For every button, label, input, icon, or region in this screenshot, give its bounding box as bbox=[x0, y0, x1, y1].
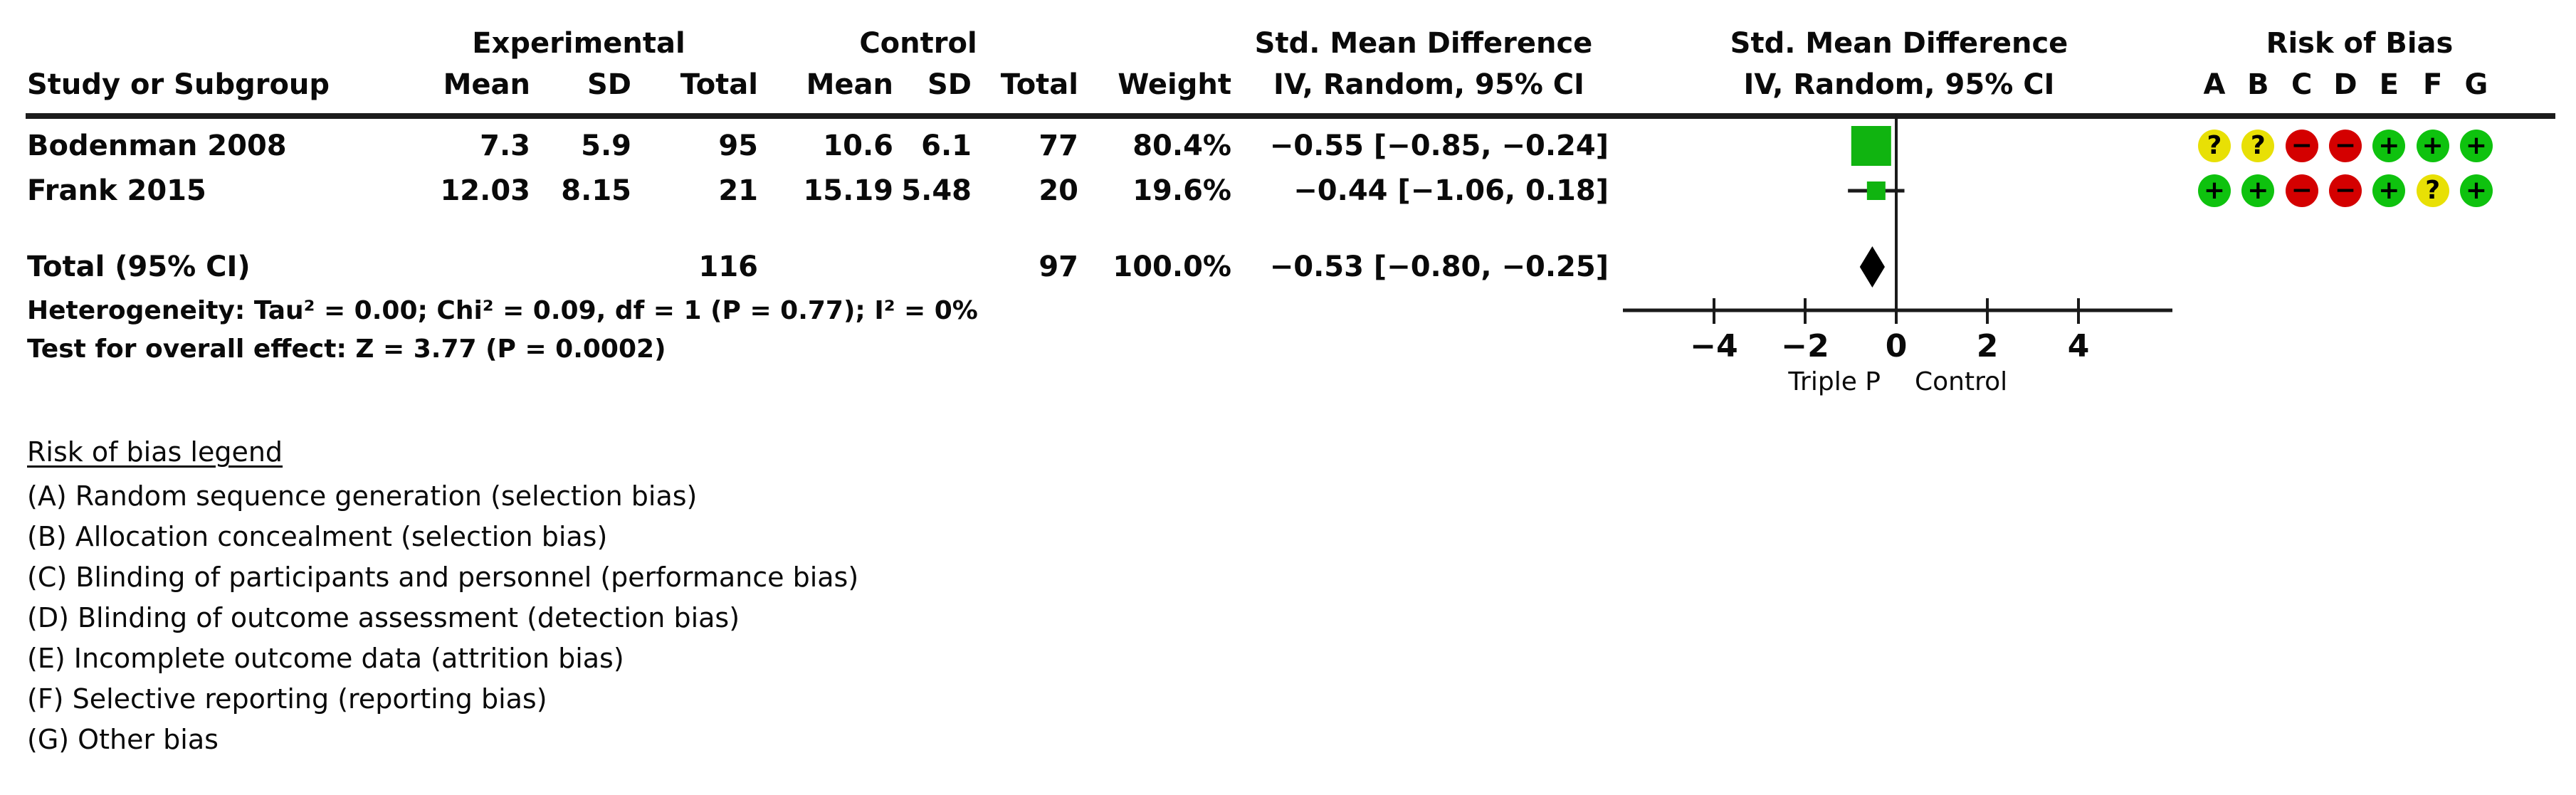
col-header-ctrl-sd: SD bbox=[927, 68, 972, 101]
pooled-diamond bbox=[1859, 246, 1885, 288]
rob-legend-item-g: (G) Other bias bbox=[27, 724, 219, 755]
rob-circle-a-unclear: ? bbox=[2198, 130, 2231, 162]
rob-circle-c-high: − bbox=[2285, 130, 2318, 162]
group-header-experimental: Experimental bbox=[472, 27, 685, 60]
total-label: Total (95% CI) bbox=[27, 251, 251, 283]
rob-circle-f-low: + bbox=[2416, 130, 2449, 162]
rob-circle-g-low: + bbox=[2459, 174, 2493, 207]
rob-letter-e: E bbox=[2379, 68, 2399, 101]
exp-sd-value: 5.9 bbox=[581, 130, 631, 162]
ctrl-total-value: 77 bbox=[1039, 130, 1078, 162]
study-point-square bbox=[1851, 126, 1891, 166]
exp-total-value: 95 bbox=[718, 130, 758, 162]
col-header-ci-text: IV, Random, 95% CI bbox=[1273, 68, 1584, 101]
rob-circle-b-unclear: ? bbox=[2241, 130, 2275, 162]
ctrl-total-value: 20 bbox=[1039, 174, 1078, 207]
exp-mean-value: 7.3 bbox=[480, 130, 530, 162]
rob-legend-item-e: (E) Incomplete outcome data (attrition b… bbox=[27, 643, 624, 674]
study-point-square bbox=[1866, 181, 1886, 200]
ctrl-mean-value: 10.6 bbox=[823, 130, 893, 162]
col-header-ctrl-mean: Mean bbox=[806, 68, 893, 101]
rob-legend-item-c: (C) Blinding of participants and personn… bbox=[27, 562, 859, 593]
axis-left-label: Triple P bbox=[1787, 367, 1881, 396]
col-header-ci-plot: IV, Random, 95% CI bbox=[1743, 68, 2055, 101]
rob-circle-f-unclear: ? bbox=[2416, 174, 2449, 207]
rob-legend-title: Risk of bias legend bbox=[27, 436, 283, 468]
forest-plot: −4 −2 0 2 4 Triple P Control bbox=[1623, 114, 2172, 396]
col-header-weight: Weight bbox=[1118, 68, 1231, 101]
rob-letter-b: B bbox=[2247, 68, 2269, 101]
rob-circle-d-high: − bbox=[2328, 130, 2362, 162]
rob-circle-d-high: − bbox=[2328, 174, 2362, 207]
ctrl-mean-value: 15.19 bbox=[803, 174, 893, 207]
exp-mean-value: 12.03 bbox=[440, 174, 530, 207]
rob-column-letters: A B C D E F G bbox=[2198, 68, 2493, 101]
axis-tick-label: 2 bbox=[1977, 328, 1999, 364]
study-name: Frank 2015 bbox=[27, 174, 206, 207]
overall-effect-text: Test for overall effect: Z = 3.77 (P = 0… bbox=[27, 335, 666, 364]
rob-circle-a-low: + bbox=[2198, 174, 2231, 207]
rob-legend-item-b: (B) Allocation concealment (selection bi… bbox=[27, 521, 608, 552]
rob-circles-row: + + − − +? + bbox=[2198, 174, 2493, 207]
rob-legend-item-f: (F) Selective reporting (reporting bias) bbox=[27, 683, 547, 715]
group-header-smd-plot: Std. Mean Difference bbox=[1730, 27, 2068, 60]
rob-letter-f: F bbox=[2422, 68, 2443, 101]
exp-total-value: 21 bbox=[718, 174, 758, 207]
rob-circles-row: ?? − − + + + bbox=[2198, 130, 2493, 162]
col-header-exp-mean: Mean bbox=[443, 68, 530, 101]
rob-letter-a: A bbox=[2203, 68, 2226, 101]
study-name: Bodenman 2008 bbox=[27, 130, 287, 162]
weight-value: 80.4% bbox=[1132, 130, 1231, 162]
axis-tick-label: −2 bbox=[1781, 328, 1829, 364]
rob-legend-item-d: (D) Blinding of outcome assessment (dete… bbox=[27, 602, 740, 633]
weight-value: 19.6% bbox=[1132, 174, 1231, 207]
rob-circle-c-high: − bbox=[2285, 174, 2318, 207]
group-header-control: Control bbox=[859, 27, 977, 60]
total-ctrl-total: 97 bbox=[1039, 251, 1078, 283]
rob-legend-item-a: (A) Random sequence generation (selectio… bbox=[27, 480, 698, 512]
header-rule bbox=[26, 113, 2555, 119]
col-header-ctrl-total: Total bbox=[1000, 68, 1078, 101]
col-header-exp-total: Total bbox=[680, 68, 758, 101]
ctrl-sd-value: 6.1 bbox=[921, 130, 972, 162]
ctrl-sd-value: 5.48 bbox=[901, 174, 972, 207]
rob-circle-e-low: + bbox=[2372, 174, 2406, 207]
rob-letter-c: C bbox=[2291, 68, 2313, 101]
group-header-smd-text: Std. Mean Difference bbox=[1254, 27, 1593, 60]
ci-value: −0.44 [−1.06, 0.18] bbox=[1293, 174, 1609, 207]
axis-tick-label: −4 bbox=[1690, 328, 1738, 364]
heterogeneity-text: Heterogeneity: Tau² = 0.00; Chi² = 0.09,… bbox=[27, 296, 978, 325]
total-weight: 100.0% bbox=[1113, 251, 1231, 283]
rob-circle-g-low: + bbox=[2459, 130, 2493, 162]
axis-tick-label: 4 bbox=[2068, 328, 2090, 364]
rob-letter-d: D bbox=[2333, 68, 2357, 101]
exp-sd-value: 8.15 bbox=[561, 174, 631, 207]
rob-circle-b-low: + bbox=[2241, 174, 2275, 207]
col-header-study: Study or Subgroup bbox=[27, 68, 330, 101]
total-exp-total: 116 bbox=[698, 251, 759, 283]
ci-value: −0.55 [−0.85, −0.24] bbox=[1269, 130, 1609, 162]
col-header-exp-sd: SD bbox=[587, 68, 631, 101]
axis-tick-label: 0 bbox=[1886, 328, 1908, 364]
group-header-risk-of-bias: Risk of Bias bbox=[2266, 27, 2454, 60]
axis-right-label: Control bbox=[1915, 367, 2007, 396]
rob-letter-g: G bbox=[2464, 68, 2488, 101]
total-ci: −0.53 [−0.80, −0.25] bbox=[1269, 251, 1609, 283]
rob-circle-e-low: + bbox=[2372, 130, 2406, 162]
